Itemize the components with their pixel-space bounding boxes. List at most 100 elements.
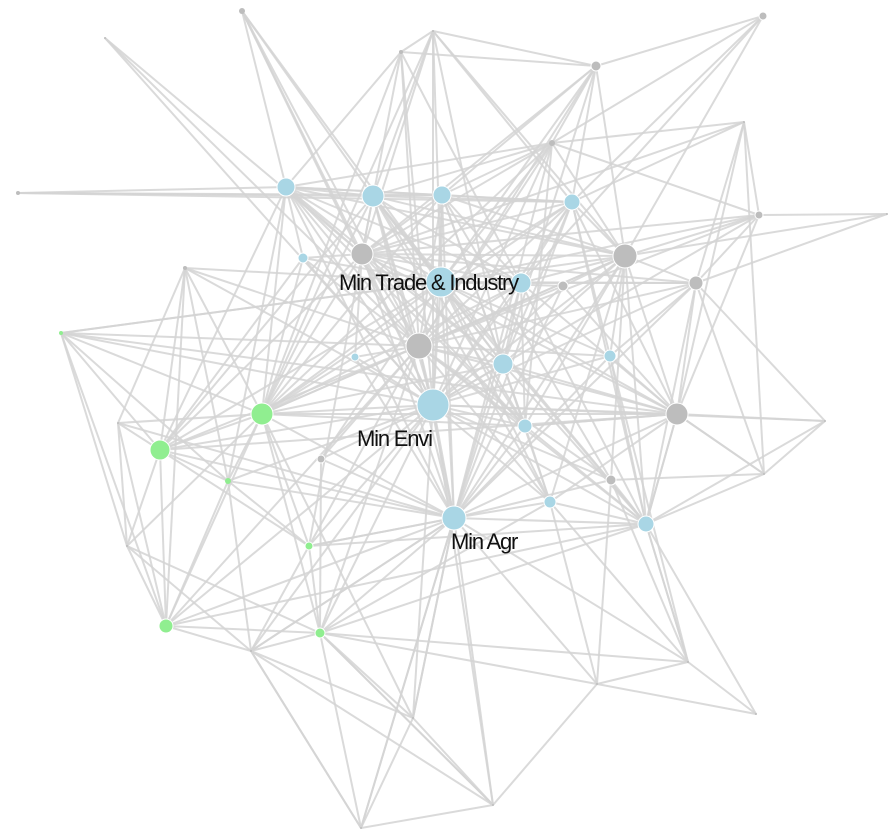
network-edge — [302, 257, 420, 347]
network-edge — [165, 625, 252, 652]
network-edge — [520, 255, 626, 284]
network-node — [754, 210, 764, 220]
network-edge — [624, 15, 764, 257]
network-edge — [319, 632, 598, 685]
network-edge — [549, 501, 647, 525]
network-edge — [184, 267, 420, 347]
network-node — [297, 252, 309, 264]
network-node — [563, 193, 581, 211]
edge-layer — [17, 10, 888, 829]
network-edge — [159, 195, 374, 451]
network-edge — [676, 214, 760, 415]
network-edge — [60, 332, 434, 406]
network-edge — [432, 30, 597, 67]
network-edge — [126, 545, 167, 627]
network-edge — [261, 253, 363, 415]
network-edge — [549, 413, 678, 503]
network-node — [603, 349, 617, 363]
network-edge — [227, 480, 252, 652]
network-node — [665, 402, 689, 426]
network-edge — [308, 404, 434, 547]
network-node — [360, 827, 362, 829]
network-node — [425, 266, 457, 298]
network-edge — [502, 363, 678, 415]
network-edge — [250, 650, 414, 719]
network-edge — [453, 517, 598, 685]
network-edge — [126, 413, 263, 547]
network-edge — [302, 257, 442, 283]
network-edge — [624, 255, 697, 284]
network-node — [276, 177, 296, 197]
label-min-trade-industry: Min Trade & Industry — [339, 270, 519, 295]
network-edge — [320, 458, 455, 519]
network-edge — [319, 632, 689, 663]
network-edge — [319, 632, 494, 806]
network-edge — [126, 449, 161, 547]
network-edge — [60, 332, 229, 482]
network-edge — [250, 650, 362, 829]
network-edge — [695, 214, 760, 284]
network-edge — [595, 65, 626, 257]
network-edge — [571, 201, 626, 257]
network-edge — [308, 253, 363, 547]
network-edge — [261, 201, 573, 415]
network-edge — [695, 213, 888, 284]
network-edge — [261, 413, 321, 634]
network-edge — [285, 142, 553, 188]
network-node — [755, 713, 757, 715]
network-edge — [361, 121, 745, 255]
network-edge — [104, 37, 363, 255]
network-node — [59, 331, 63, 335]
network-node — [824, 420, 826, 422]
network-edge — [361, 30, 434, 255]
network-edge — [432, 404, 647, 525]
network-edge — [596, 661, 689, 685]
network-edge — [184, 267, 263, 415]
network-edge — [159, 281, 442, 451]
network-edge — [261, 363, 504, 415]
network-node — [590, 60, 602, 72]
network-edge — [440, 281, 526, 427]
network-edge — [432, 355, 611, 406]
network-edge — [624, 213, 888, 257]
network-edge — [308, 517, 455, 547]
network-edge — [492, 683, 598, 806]
network-edge — [361, 194, 443, 255]
network-edge — [676, 282, 697, 415]
network-edge — [60, 332, 678, 415]
network-node — [16, 191, 20, 195]
network-edge — [440, 201, 573, 283]
network-node — [250, 402, 274, 426]
network-edge — [453, 355, 611, 519]
network-edge — [645, 420, 826, 525]
network-edge — [610, 479, 647, 525]
network-node — [549, 140, 555, 146]
network-edge — [261, 30, 434, 415]
network-edge — [261, 413, 414, 719]
network-edge — [319, 632, 414, 719]
network-edge — [372, 195, 522, 284]
network-edge — [440, 214, 760, 283]
network-edge — [261, 142, 553, 415]
network-edge — [261, 281, 442, 415]
network-edge — [60, 332, 263, 415]
network-node — [605, 474, 617, 486]
network-edge — [645, 413, 678, 525]
network-edge — [250, 650, 494, 806]
network-edge — [319, 632, 362, 829]
network-node — [763, 473, 765, 475]
network-edge — [453, 517, 689, 663]
network-node — [314, 627, 326, 639]
network-edge — [645, 523, 757, 715]
network-node — [432, 185, 452, 205]
network-edge — [361, 65, 597, 255]
network-node — [183, 266, 187, 270]
network-edge — [372, 195, 526, 427]
network-edge — [418, 345, 611, 357]
network-edge — [372, 142, 553, 197]
network-node — [399, 50, 403, 54]
network-edge — [165, 523, 647, 627]
network-edge — [60, 281, 442, 334]
network-edge — [400, 30, 434, 53]
network-edge — [285, 186, 304, 259]
